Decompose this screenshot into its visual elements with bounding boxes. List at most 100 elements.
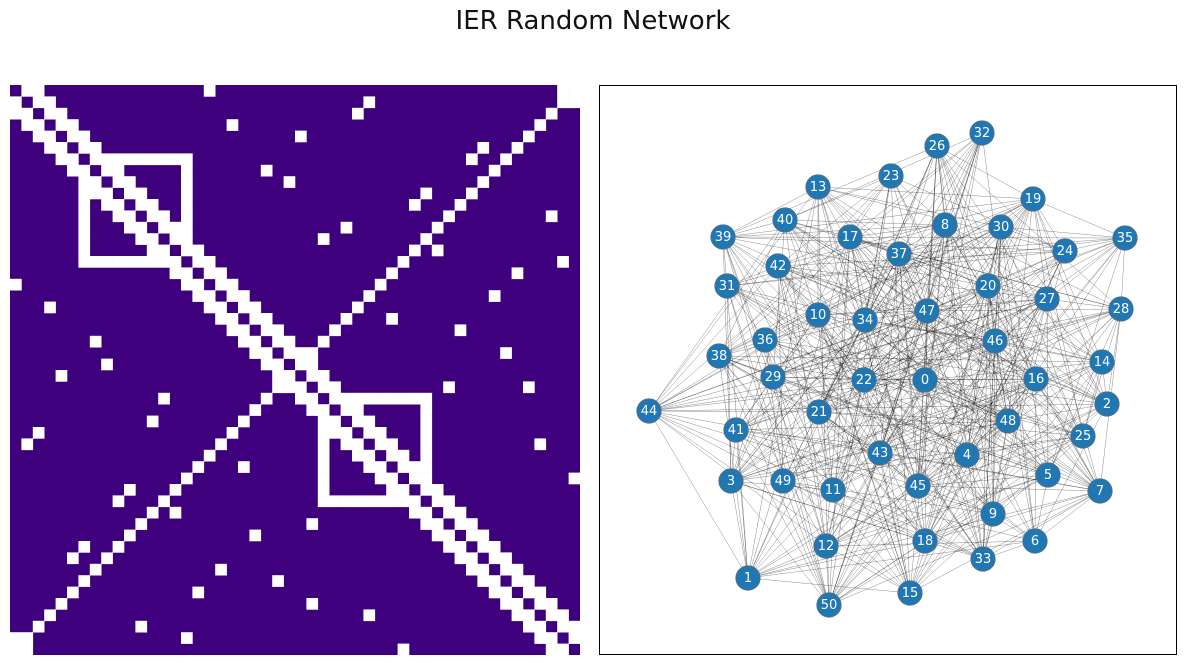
edge — [726, 285, 830, 606]
matrix-cell — [397, 461, 410, 473]
node-circle — [1023, 366, 1049, 392]
matrix-cell — [89, 176, 102, 188]
edge — [863, 340, 996, 381]
node-35: 35 — [1112, 225, 1138, 251]
matrix-cell — [534, 586, 547, 599]
edge — [924, 310, 928, 542]
node-circle — [975, 273, 1001, 299]
matrix-cell — [557, 96, 569, 109]
node-circle — [969, 120, 995, 146]
edge — [992, 420, 1009, 515]
matrix-cell — [55, 142, 68, 154]
matrix-cell — [101, 164, 113, 177]
edge — [735, 429, 968, 456]
edge — [924, 237, 1126, 381]
edge — [818, 411, 1009, 422]
edge — [909, 308, 1122, 594]
edge — [772, 376, 1049, 476]
edge — [864, 319, 926, 381]
edge — [1035, 378, 1101, 492]
matrix-cell — [283, 370, 296, 382]
matrix-cell — [78, 575, 91, 587]
edge — [817, 314, 911, 594]
edge — [981, 132, 1036, 542]
node-circle — [970, 546, 996, 572]
node-circle — [852, 307, 878, 333]
edge — [992, 340, 996, 515]
edge — [730, 480, 926, 542]
node-44: 44 — [636, 398, 662, 424]
matrix-cell — [317, 335, 330, 348]
matrix-cell — [124, 210, 136, 223]
edge — [817, 186, 900, 255]
matrix-cell — [181, 176, 193, 188]
node-label: 20 — [980, 279, 997, 294]
matrix-cell — [55, 107, 68, 120]
edge — [722, 236, 774, 378]
edge — [730, 236, 851, 482]
node-circle — [995, 408, 1021, 434]
edge — [730, 480, 984, 560]
edge — [909, 361, 1103, 594]
edge — [832, 489, 984, 560]
matrix-cell — [32, 427, 45, 439]
node-label: 29 — [765, 370, 782, 385]
node-circle — [897, 580, 923, 606]
edge — [735, 310, 928, 431]
node-label: 31 — [719, 279, 736, 294]
node-circle — [813, 533, 839, 559]
edge — [817, 314, 919, 487]
matrix-cell — [352, 392, 364, 405]
node-17: 17 — [837, 224, 863, 250]
node-32: 32 — [969, 120, 995, 146]
edge — [764, 339, 784, 482]
matrix-cell — [352, 301, 364, 314]
edge — [784, 219, 865, 381]
edge — [726, 285, 1009, 422]
matrix-cell — [386, 392, 398, 405]
edge — [936, 145, 989, 287]
edge — [726, 285, 784, 482]
matrix-cell — [443, 541, 455, 553]
edge — [849, 236, 1036, 542]
node-circle — [706, 343, 732, 369]
edge — [849, 236, 866, 321]
matrix-cell — [272, 381, 284, 394]
edge — [849, 236, 984, 560]
edge — [944, 132, 983, 226]
matrix-cell — [488, 586, 501, 599]
matrix-cell — [534, 620, 547, 633]
node-circle — [806, 399, 832, 425]
matrix-cell — [21, 119, 34, 131]
matrix-cell — [454, 518, 467, 530]
matrix-cell — [568, 632, 580, 644]
node-46: 46 — [982, 328, 1008, 354]
edge — [817, 314, 996, 342]
node-label: 46 — [987, 334, 1004, 349]
matrix-cell — [511, 609, 524, 622]
matrix-cell — [443, 381, 455, 394]
matrix-cell — [568, 96, 580, 109]
matrix-cell — [215, 301, 227, 314]
matrix-cell — [283, 335, 296, 348]
edge — [777, 265, 827, 547]
edge — [909, 420, 1009, 594]
edge — [1007, 403, 1108, 422]
edge — [917, 485, 984, 560]
edge — [730, 308, 1122, 482]
edge — [1047, 361, 1103, 476]
edge — [747, 378, 1037, 579]
edge — [924, 379, 1101, 492]
edge — [898, 253, 919, 487]
matrix-cell — [67, 119, 79, 131]
edge — [864, 145, 938, 321]
edge — [648, 410, 994, 515]
edge — [818, 145, 938, 413]
matrix-cell — [260, 392, 273, 405]
matrix-cell — [260, 347, 273, 359]
edge — [863, 379, 1084, 437]
edge — [879, 198, 1034, 454]
node-label: 38 — [711, 349, 728, 364]
matrix-cell — [477, 541, 490, 553]
edge — [726, 224, 946, 287]
